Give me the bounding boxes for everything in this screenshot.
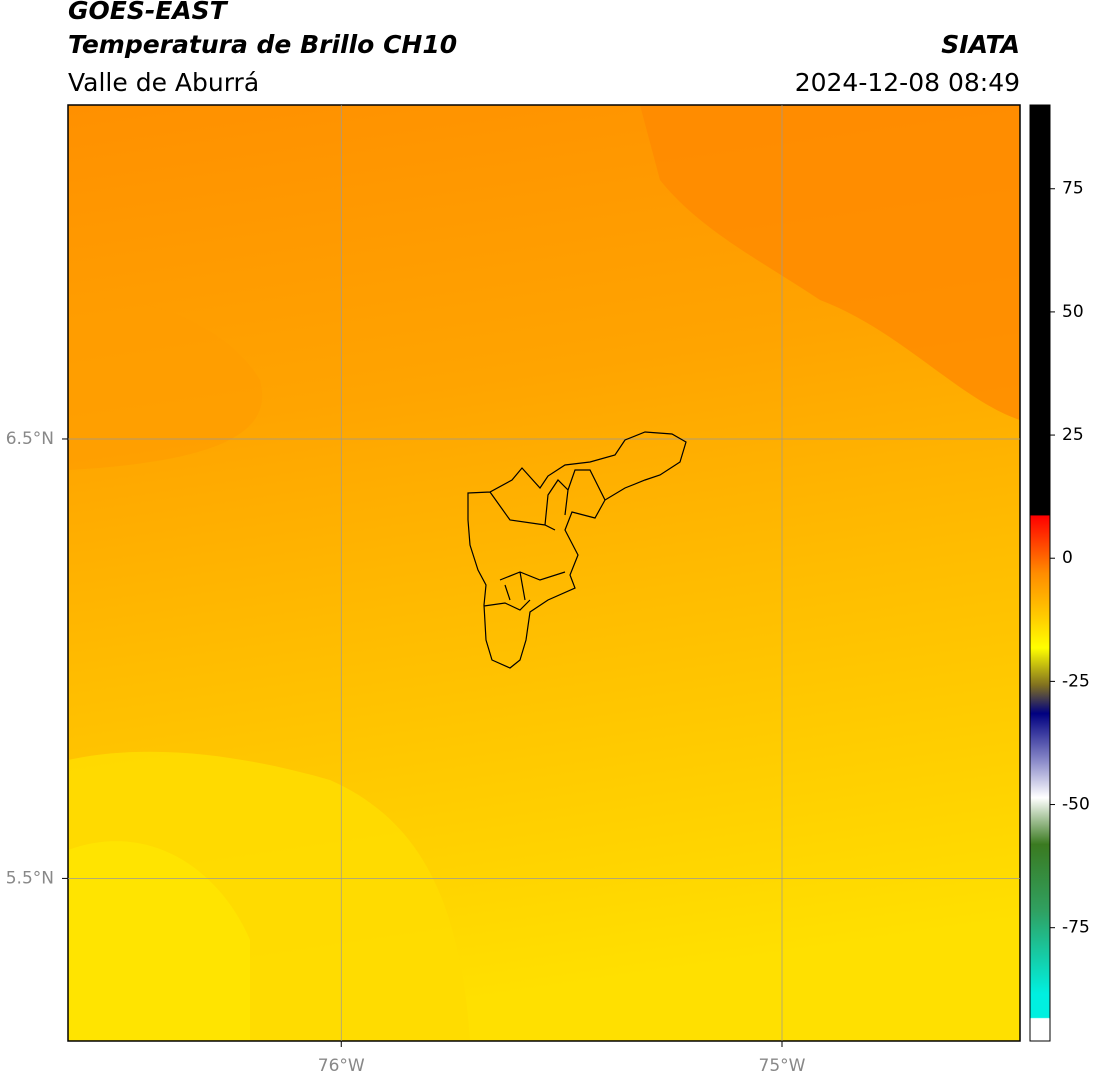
colorbar-tick-label: 25 — [1062, 425, 1084, 445]
colorbar-tick-label: -25 — [1062, 671, 1090, 691]
map-image — [68, 105, 1020, 1041]
colorbar-tick-label: 0 — [1062, 548, 1073, 568]
x-tick-label: 76°W — [318, 1056, 365, 1076]
y-tick-label: 5.5°N — [6, 868, 54, 888]
colorbar-tick-label: -75 — [1062, 918, 1090, 938]
source: SIATA — [941, 30, 1020, 59]
subtitle: Temperatura de Brillo CH10 — [68, 30, 457, 59]
map-frame — [67, 104, 1021, 1042]
colorbar-tick-label: -50 — [1062, 795, 1090, 815]
graticule — [68, 105, 1020, 1041]
x-tick-label: 75°W — [759, 1056, 806, 1076]
colorbar-tick-label: 50 — [1062, 302, 1084, 322]
region-boundary — [467, 431, 687, 669]
colorbar-tick-label: 75 — [1062, 179, 1084, 199]
region: Valle de Aburrá — [68, 68, 259, 97]
title: GOES-EAST — [68, 0, 229, 25]
colorbar — [1029, 104, 1051, 1042]
datetime: 2024-12-08 08:49 — [795, 68, 1020, 97]
y-tick-label: 6.5°N — [6, 429, 54, 449]
